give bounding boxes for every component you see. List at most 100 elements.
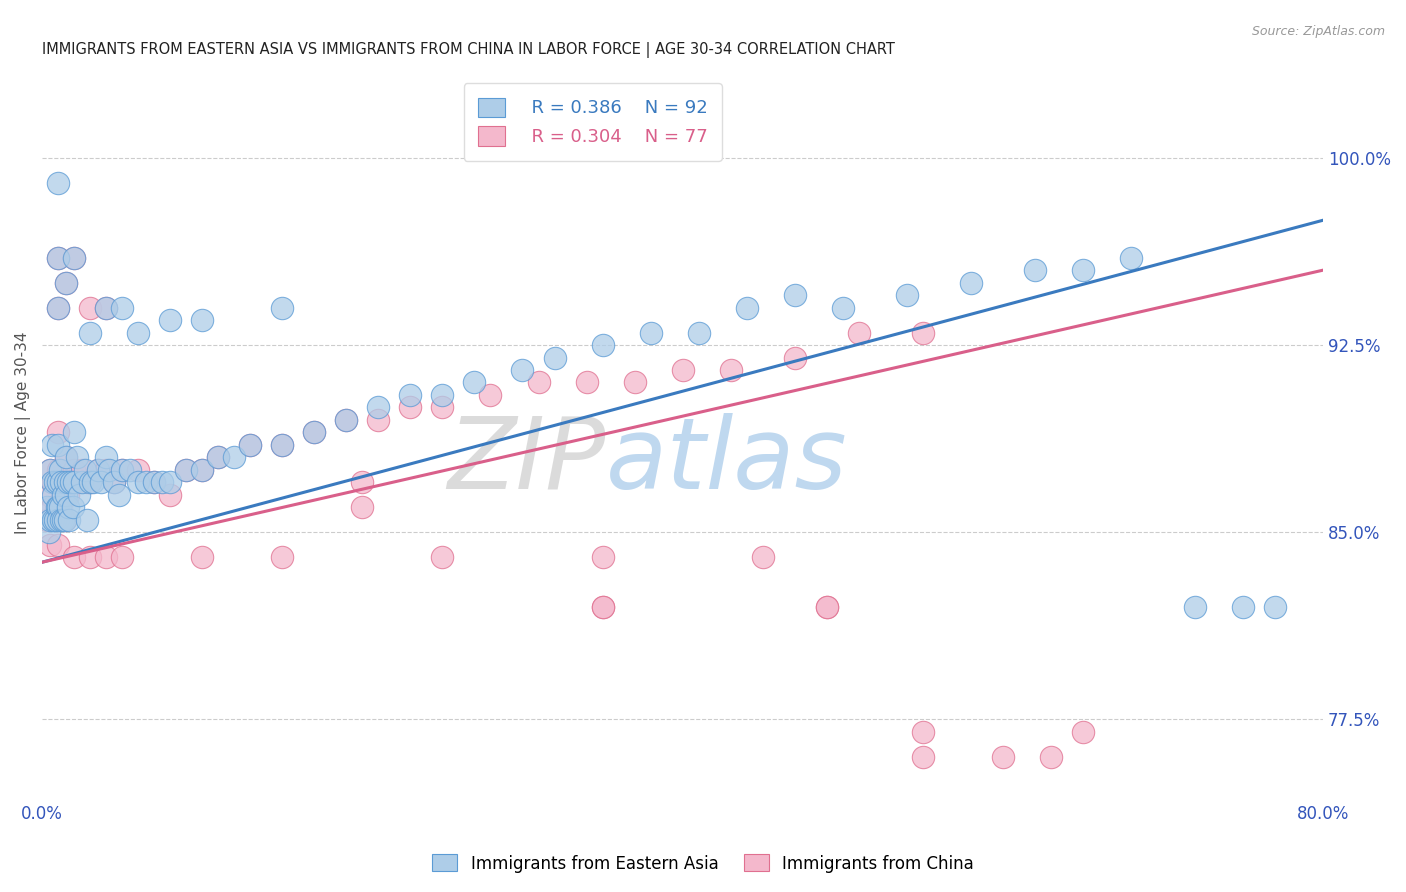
- Point: [90, 475, 112, 490]
- Point: [191, 463, 214, 477]
- Text: atlas: atlas: [606, 413, 848, 510]
- Point: [35, 513, 58, 527]
- Point: [120, 463, 142, 477]
- Point: [46, 301, 69, 315]
- Legend: Immigrants from Eastern Asia, Immigrants from China: Immigrants from Eastern Asia, Immigrants…: [426, 847, 980, 880]
- Point: [79, 550, 101, 565]
- Point: [59, 475, 82, 490]
- Point: [44, 475, 66, 490]
- Point: [751, 550, 773, 565]
- Point: [127, 326, 149, 340]
- Point: [79, 301, 101, 315]
- Point: [48, 500, 70, 515]
- Point: [38, 488, 60, 502]
- Point: [815, 600, 838, 615]
- Point: [51, 500, 73, 515]
- Point: [159, 475, 181, 490]
- Point: [62, 500, 84, 515]
- Point: [352, 475, 374, 490]
- Point: [399, 388, 422, 402]
- Point: [399, 401, 422, 415]
- Point: [815, 600, 838, 615]
- Point: [111, 463, 134, 477]
- Point: [207, 450, 229, 465]
- Point: [143, 475, 166, 490]
- Point: [592, 338, 614, 352]
- Point: [623, 376, 645, 390]
- Point: [87, 463, 110, 477]
- Point: [46, 513, 69, 527]
- Point: [79, 475, 101, 490]
- Point: [52, 488, 75, 502]
- Point: [67, 488, 90, 502]
- Point: [42, 475, 65, 490]
- Point: [53, 513, 76, 527]
- Point: [55, 450, 77, 465]
- Point: [48, 463, 70, 477]
- Point: [103, 475, 125, 490]
- Point: [592, 550, 614, 565]
- Point: [41, 500, 63, 515]
- Point: [75, 463, 97, 477]
- Point: [39, 463, 62, 477]
- Point: [463, 376, 485, 390]
- Point: [432, 550, 454, 565]
- Point: [63, 251, 86, 265]
- Point: [271, 438, 294, 452]
- Point: [46, 251, 69, 265]
- Point: [911, 725, 934, 739]
- Point: [55, 276, 77, 290]
- Point: [70, 475, 93, 490]
- Point: [96, 550, 118, 565]
- Point: [592, 600, 614, 615]
- Point: [76, 475, 98, 490]
- Point: [911, 750, 934, 764]
- Point: [239, 438, 262, 452]
- Point: [45, 475, 67, 490]
- Point: [831, 301, 853, 315]
- Point: [96, 463, 118, 477]
- Point: [1071, 263, 1094, 277]
- Point: [46, 463, 69, 477]
- Text: IMMIGRANTS FROM EASTERN ASIA VS IMMIGRANTS FROM CHINA IN LABOR FORCE | AGE 30-34: IMMIGRANTS FROM EASTERN ASIA VS IMMIGRAN…: [42, 42, 896, 58]
- Point: [96, 301, 118, 315]
- Point: [479, 388, 502, 402]
- Point: [1071, 725, 1094, 739]
- Point: [41, 475, 63, 490]
- Point: [271, 301, 294, 315]
- Point: [1232, 600, 1254, 615]
- Point: [127, 475, 149, 490]
- Point: [44, 513, 66, 527]
- Point: [432, 388, 454, 402]
- Point: [127, 463, 149, 477]
- Point: [191, 550, 214, 565]
- Point: [848, 326, 870, 340]
- Point: [39, 538, 62, 552]
- Point: [367, 413, 389, 427]
- Point: [55, 488, 77, 502]
- Point: [543, 351, 565, 365]
- Point: [66, 450, 89, 465]
- Point: [150, 475, 173, 490]
- Text: ZIP: ZIP: [447, 413, 606, 510]
- Point: [1264, 600, 1286, 615]
- Point: [103, 475, 125, 490]
- Point: [46, 176, 69, 190]
- Point: [1024, 263, 1046, 277]
- Point: [46, 301, 69, 315]
- Point: [720, 363, 742, 377]
- Point: [42, 488, 65, 502]
- Point: [159, 488, 181, 502]
- Point: [224, 450, 246, 465]
- Point: [46, 500, 69, 515]
- Point: [46, 251, 69, 265]
- Point: [79, 475, 101, 490]
- Point: [56, 500, 79, 515]
- Point: [52, 513, 75, 527]
- Point: [96, 450, 118, 465]
- Point: [960, 276, 983, 290]
- Point: [52, 488, 75, 502]
- Legend:   R = 0.386    N = 92,   R = 0.304    N = 77: R = 0.386 N = 92, R = 0.304 N = 77: [464, 83, 723, 161]
- Point: [735, 301, 758, 315]
- Point: [512, 363, 534, 377]
